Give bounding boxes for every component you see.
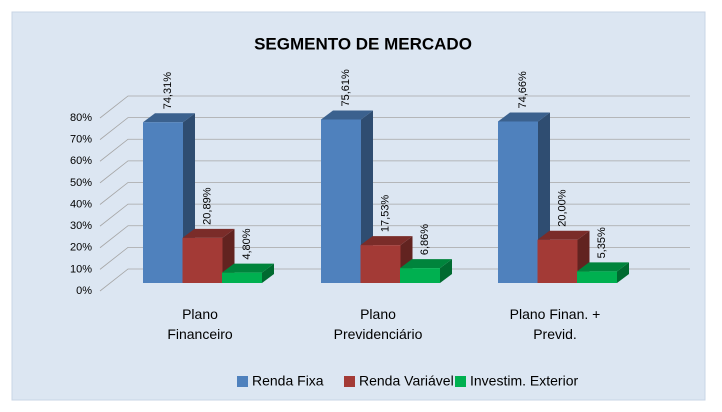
bar-side (617, 262, 629, 283)
y-tick-label: 50% (70, 177, 92, 189)
bar-top (360, 236, 413, 246)
bar-front (143, 122, 183, 283)
bar-top (577, 262, 629, 272)
bar-front (498, 121, 538, 283)
bar-top (498, 112, 550, 122)
bar (321, 110, 373, 283)
data-label: 6,86% (419, 224, 431, 255)
bar-side (440, 259, 452, 283)
bar-top (537, 230, 590, 240)
y-tick-label: 70% (70, 134, 92, 146)
y-tick-label: 60% (70, 155, 92, 167)
data-label: 4,80% (241, 228, 253, 259)
bar-front (222, 272, 262, 283)
bar (182, 228, 235, 283)
bar-front (577, 271, 617, 283)
y-tick-label: 80% (70, 112, 92, 124)
bar-top (182, 228, 235, 238)
legend-swatch (455, 376, 466, 387)
bar-front (182, 237, 223, 283)
data-label: 20,00% (556, 189, 568, 227)
chart-title: SEGMENTO DE MERCADO (254, 34, 472, 53)
y-tick-label: 0% (76, 285, 92, 297)
grid-line (99, 117, 690, 140)
legend-label: Investim. Exterior (470, 373, 578, 389)
y-tick-label: 10% (70, 263, 92, 275)
data-label: 20,89% (201, 187, 213, 225)
data-label: 75,61% (340, 69, 352, 107)
y-tick-label: 40% (70, 198, 92, 210)
legend-swatch (237, 376, 248, 387)
bar (577, 262, 629, 283)
bar-top (321, 110, 373, 120)
bar-front (360, 245, 401, 283)
grid-line (99, 95, 690, 119)
bar (400, 259, 452, 283)
data-label: 74,31% (162, 72, 174, 110)
bar-top (400, 259, 452, 269)
data-label: 5,35% (596, 227, 608, 258)
bar (222, 263, 274, 283)
legend-swatch (344, 376, 355, 387)
legend-label: Renda Fixa (252, 373, 324, 389)
bar (360, 236, 413, 283)
y-tick-label: 30% (70, 220, 92, 232)
x-tick-label: Plano Finan. + Previd. (509, 306, 601, 342)
bar-front (400, 268, 440, 283)
bar-top (222, 263, 274, 273)
bar-front (321, 119, 361, 283)
x-tick-label: Plano Financeiro (167, 306, 233, 342)
data-label: 17,53% (379, 195, 391, 233)
legend-label: Renda Variável (359, 373, 454, 389)
data-label: 74,66% (517, 71, 529, 109)
x-tick-label: Plano Previdenciário (333, 306, 423, 342)
bar-side (262, 263, 274, 283)
bar-front (537, 239, 578, 283)
bar-top (143, 113, 195, 123)
y-tick-label: 20% (70, 242, 92, 254)
